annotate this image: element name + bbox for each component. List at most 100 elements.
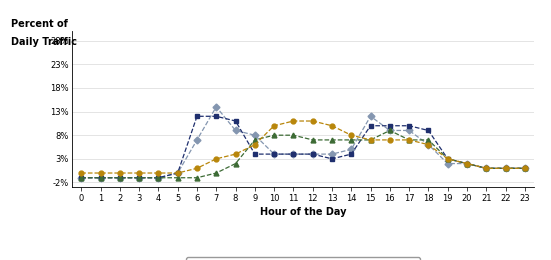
weekend - Apr-Sep	[386, 138, 393, 141]
weekend - Apr-Sep	[444, 157, 451, 160]
X-axis label: Hour of the Day: Hour of the Day	[260, 207, 346, 217]
weekday - Oct-Mar	[386, 129, 393, 132]
Line: weekend - Oct-Mar: weekend - Oct-Mar	[79, 128, 527, 180]
weekday - Oct-Mar	[463, 162, 470, 165]
weekday - Apr-Sep	[444, 157, 451, 160]
weekend - Oct-Mar	[521, 167, 528, 170]
weekend - Apr-Sep	[233, 153, 239, 156]
weekday - Oct-Mar	[425, 143, 432, 146]
weekday - Apr-Sep	[78, 176, 85, 179]
weekend - Oct-Mar	[194, 176, 201, 179]
weekday - Oct-Mar	[328, 153, 335, 156]
weekend - Apr-Sep	[213, 157, 219, 160]
weekday - Apr-Sep	[310, 153, 316, 156]
weekday - Oct-Mar	[406, 129, 412, 132]
weekend - Oct-Mar	[97, 176, 104, 179]
weekday - Oct-Mar	[502, 167, 509, 170]
weekday - Apr-Sep	[271, 153, 277, 156]
weekday - Oct-Mar	[290, 153, 296, 156]
weekend - Oct-Mar	[406, 138, 412, 141]
weekday - Apr-Sep	[97, 176, 104, 179]
weekend - Apr-Sep	[406, 138, 412, 141]
weekend - Oct-Mar	[483, 167, 489, 170]
weekday - Apr-Sep	[386, 124, 393, 127]
weekday - Oct-Mar	[194, 138, 201, 141]
weekend - Apr-Sep	[290, 119, 296, 122]
weekend - Oct-Mar	[386, 129, 393, 132]
weekday - Oct-Mar	[213, 105, 219, 108]
weekday - Apr-Sep	[233, 119, 239, 122]
weekday - Apr-Sep	[483, 167, 489, 170]
Text: Daily Traffic: Daily Traffic	[12, 37, 78, 47]
weekday - Apr-Sep	[348, 153, 355, 156]
weekend - Oct-Mar	[425, 138, 432, 141]
weekday - Oct-Mar	[483, 167, 489, 170]
weekend - Oct-Mar	[463, 162, 470, 165]
weekend - Oct-Mar	[78, 176, 85, 179]
Legend: weekday - Oct-Mar, weekday - Apr-Sep, weekend - Oct-Mar, weekend - Apr-Sep: weekday - Oct-Mar, weekday - Apr-Sep, we…	[186, 257, 420, 260]
weekday - Oct-Mar	[367, 115, 374, 118]
weekend - Apr-Sep	[194, 167, 201, 170]
weekend - Apr-Sep	[425, 143, 432, 146]
weekday - Oct-Mar	[97, 176, 104, 179]
weekday - Apr-Sep	[425, 129, 432, 132]
weekend - Oct-Mar	[136, 176, 142, 179]
weekend - Oct-Mar	[233, 162, 239, 165]
weekend - Apr-Sep	[310, 119, 316, 122]
Line: weekday - Oct-Mar: weekday - Oct-Mar	[79, 105, 527, 180]
weekday - Apr-Sep	[213, 115, 219, 118]
weekend - Oct-Mar	[290, 134, 296, 137]
weekend - Oct-Mar	[251, 138, 258, 141]
weekend - Oct-Mar	[444, 157, 451, 160]
weekday - Oct-Mar	[251, 134, 258, 137]
Line: weekend - Apr-Sep: weekend - Apr-Sep	[79, 119, 527, 176]
weekend - Oct-Mar	[213, 171, 219, 174]
weekend - Apr-Sep	[521, 167, 528, 170]
weekend - Oct-Mar	[328, 138, 335, 141]
weekend - Apr-Sep	[502, 167, 509, 170]
weekend - Oct-Mar	[310, 138, 316, 141]
weekday - Oct-Mar	[136, 176, 142, 179]
weekend - Apr-Sep	[348, 134, 355, 137]
weekday - Oct-Mar	[271, 153, 277, 156]
weekend - Apr-Sep	[483, 167, 489, 170]
weekend - Oct-Mar	[155, 176, 162, 179]
weekday - Apr-Sep	[155, 176, 162, 179]
weekend - Oct-Mar	[367, 138, 374, 141]
weekday - Oct-Mar	[155, 176, 162, 179]
weekday - Apr-Sep	[406, 124, 412, 127]
weekend - Oct-Mar	[348, 138, 355, 141]
weekend - Apr-Sep	[271, 124, 277, 127]
weekend - Apr-Sep	[251, 143, 258, 146]
weekend - Oct-Mar	[174, 176, 181, 179]
weekday - Oct-Mar	[117, 176, 123, 179]
weekday - Apr-Sep	[463, 162, 470, 165]
weekend - Apr-Sep	[97, 171, 104, 174]
weekday - Apr-Sep	[502, 167, 509, 170]
weekday - Apr-Sep	[194, 115, 201, 118]
weekday - Oct-Mar	[444, 162, 451, 165]
weekend - Apr-Sep	[78, 171, 85, 174]
weekday - Apr-Sep	[174, 171, 181, 174]
weekday - Apr-Sep	[251, 153, 258, 156]
weekday - Apr-Sep	[367, 124, 374, 127]
weekend - Apr-Sep	[136, 171, 142, 174]
weekend - Apr-Sep	[328, 124, 335, 127]
weekday - Oct-Mar	[348, 148, 355, 151]
weekday - Oct-Mar	[174, 171, 181, 174]
weekday - Apr-Sep	[290, 153, 296, 156]
Line: weekday - Apr-Sep: weekday - Apr-Sep	[79, 114, 527, 180]
weekend - Apr-Sep	[155, 171, 162, 174]
weekday - Apr-Sep	[521, 167, 528, 170]
weekday - Oct-Mar	[310, 153, 316, 156]
Text: Percent of: Percent of	[12, 19, 68, 29]
weekend - Apr-Sep	[174, 171, 181, 174]
weekday - Apr-Sep	[328, 157, 335, 160]
weekend - Oct-Mar	[271, 134, 277, 137]
weekday - Oct-Mar	[521, 167, 528, 170]
weekend - Oct-Mar	[502, 167, 509, 170]
weekend - Apr-Sep	[463, 162, 470, 165]
weekday - Oct-Mar	[233, 129, 239, 132]
weekday - Apr-Sep	[117, 176, 123, 179]
weekend - Oct-Mar	[117, 176, 123, 179]
